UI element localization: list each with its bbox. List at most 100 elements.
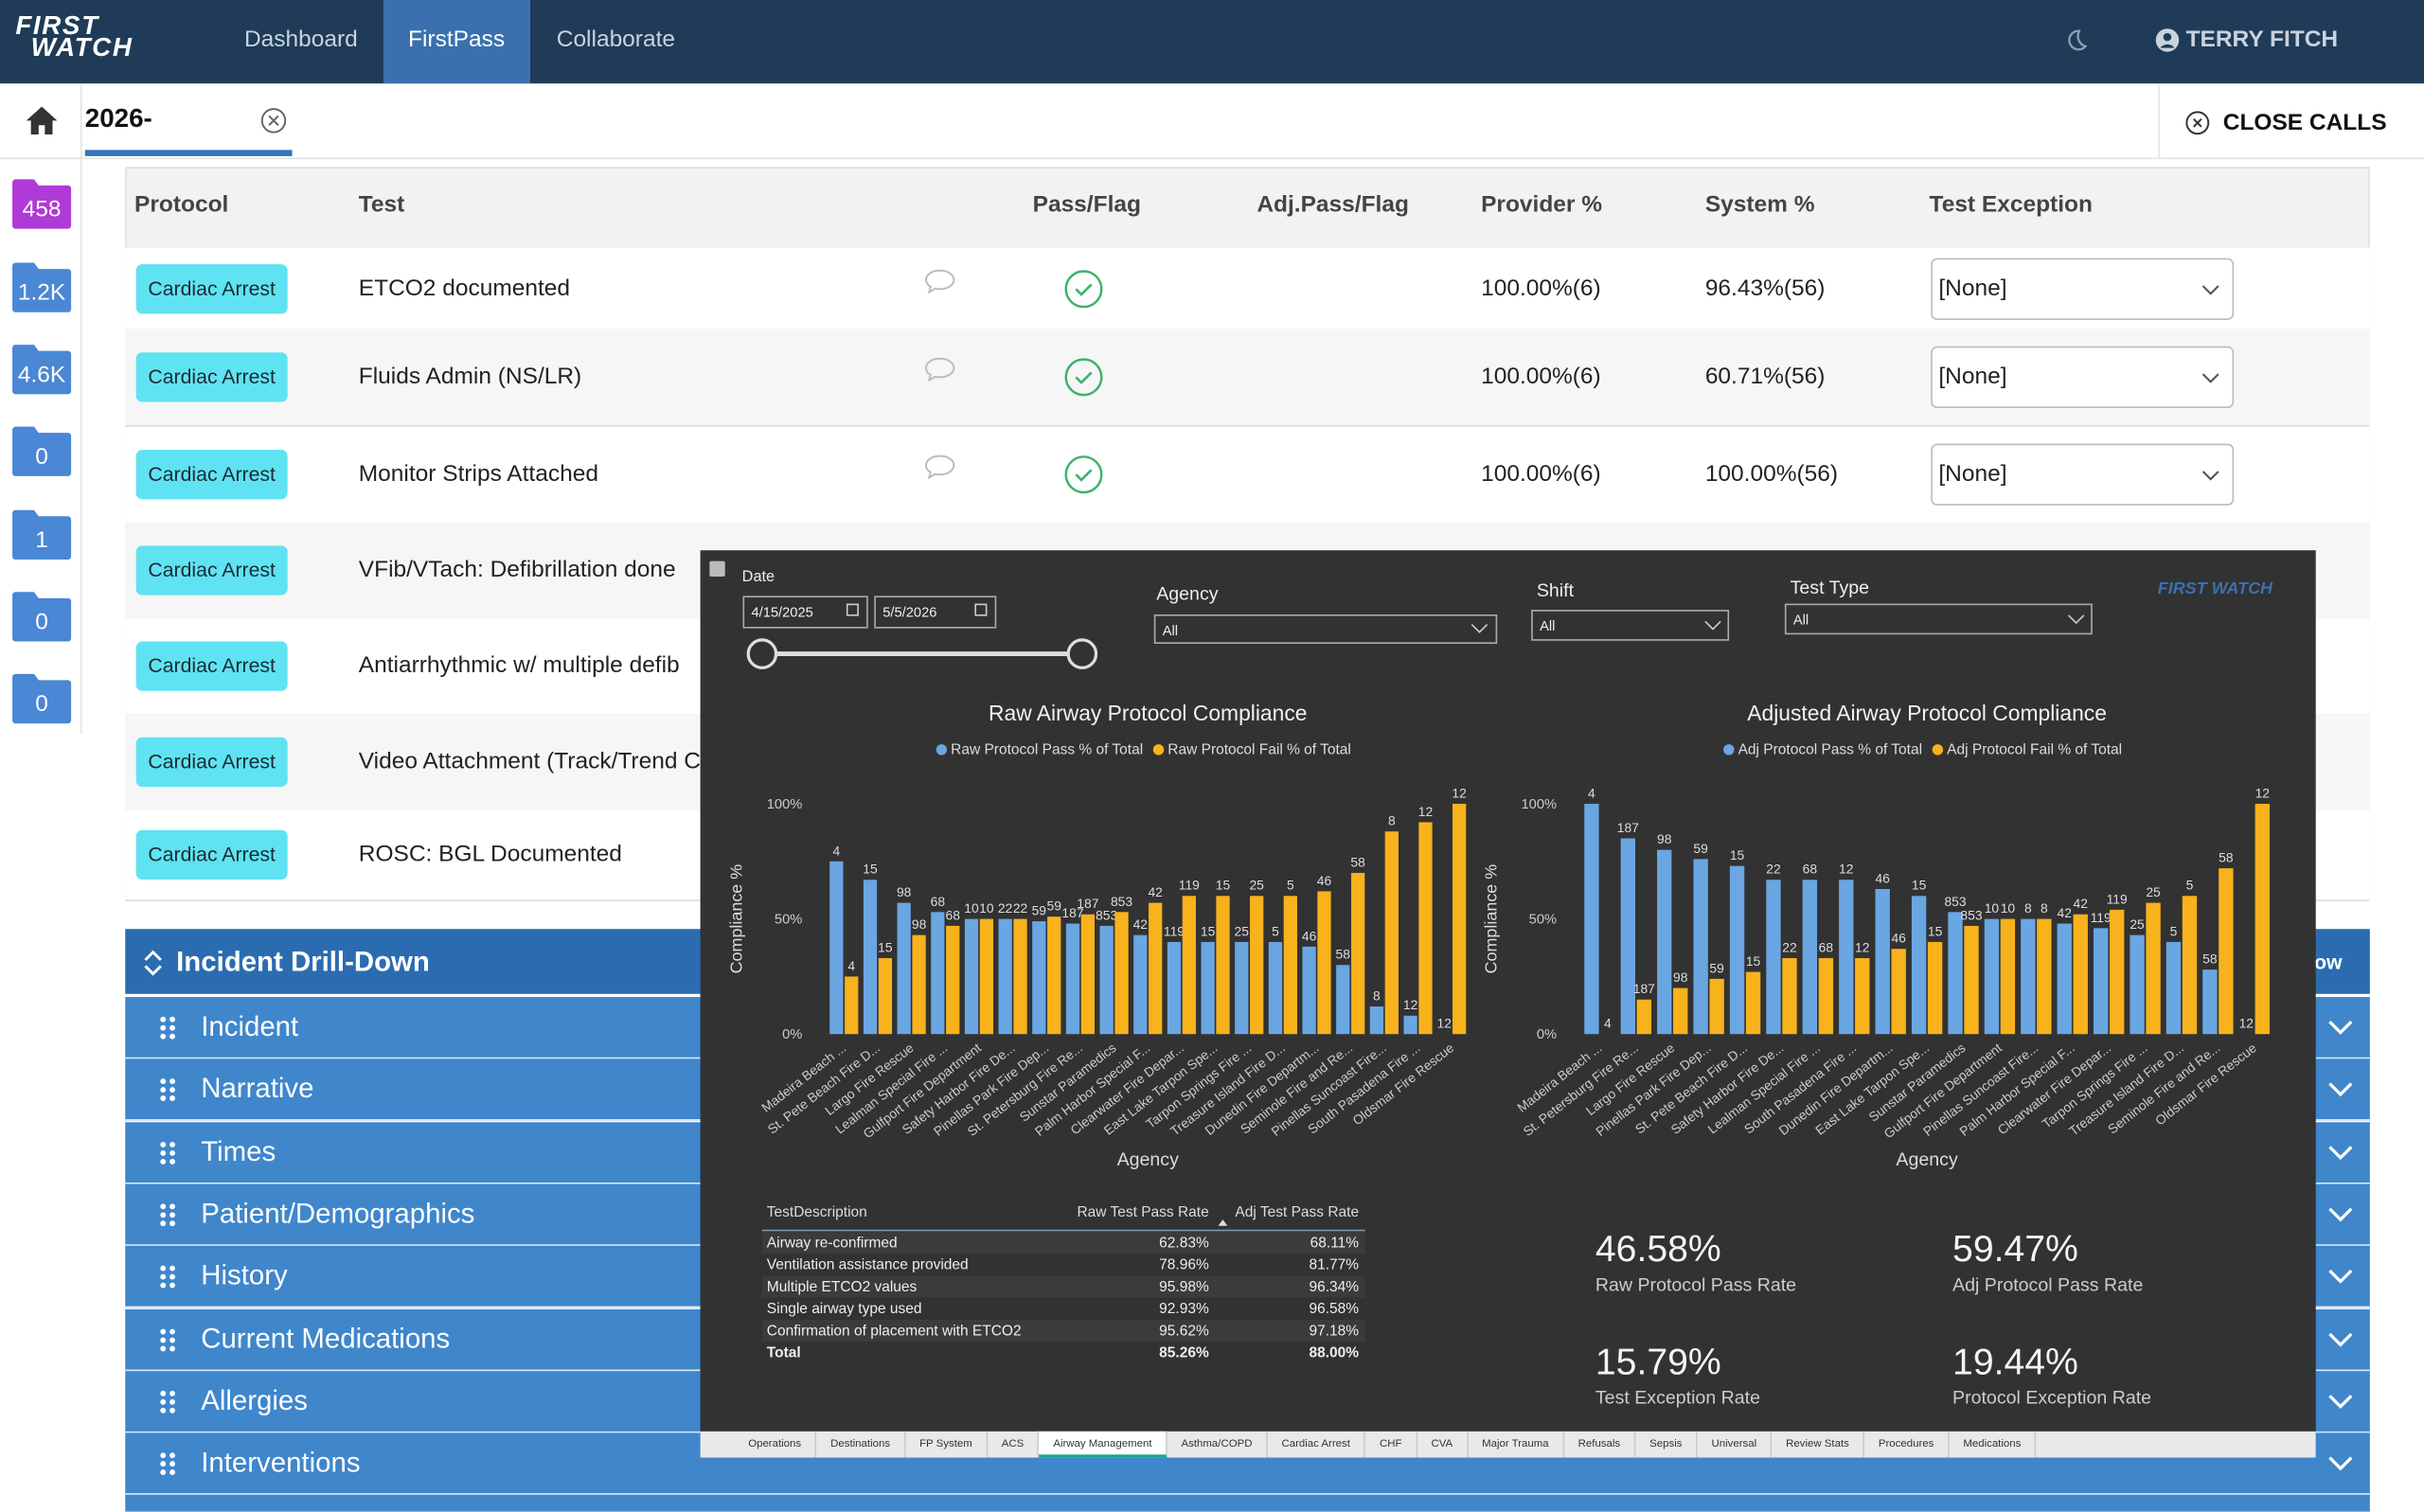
data-label: 5 xyxy=(2186,878,2194,893)
pass-circle xyxy=(1064,455,1103,494)
report-tab[interactable]: CHF xyxy=(1365,1431,1417,1458)
close-icon xyxy=(2185,111,2210,135)
logo[interactable]: FIRST WATCH xyxy=(15,12,133,61)
report-tab[interactable]: Asthma/COPD xyxy=(1167,1431,1268,1458)
bar xyxy=(1636,999,1651,1035)
report-tab[interactable]: FP System xyxy=(905,1431,989,1458)
dot xyxy=(160,1282,167,1289)
sidebar-badge[interactable]: 1.2K xyxy=(10,259,72,315)
home-button[interactable] xyxy=(23,103,60,137)
data-label: 25 xyxy=(1249,878,1264,893)
table-cell: Airway re-confirmed xyxy=(767,1236,898,1252)
section-title: Incident xyxy=(201,1010,299,1042)
column-header: Test Exception xyxy=(1929,191,2093,219)
section-title: Narrative xyxy=(201,1073,314,1105)
dot xyxy=(169,1095,175,1102)
bar xyxy=(845,976,859,1035)
divider xyxy=(2158,83,2160,158)
date-input[interactable] xyxy=(874,596,997,629)
bar xyxy=(1149,902,1163,1035)
slider-handle[interactable] xyxy=(746,638,778,669)
exception-select[interactable]: [None] xyxy=(1931,346,2235,409)
sidebar-badge[interactable]: 0 xyxy=(10,423,72,479)
data-label: 853 xyxy=(1096,907,1117,922)
bar xyxy=(2000,918,2016,1035)
sidebar-badge[interactable]: 458 xyxy=(10,176,72,232)
drag-handle xyxy=(160,1078,175,1102)
badge-count: 1.2K xyxy=(18,280,66,306)
report-tab[interactable]: CVA xyxy=(1417,1431,1469,1458)
search-value[interactable]: 2026- xyxy=(84,103,152,133)
legend: Raw Protocol Pass % of Total Raw Protocol… xyxy=(936,742,1351,758)
dot xyxy=(160,1158,167,1165)
report-tab[interactable]: Universal xyxy=(1698,1431,1773,1458)
comment-icon[interactable] xyxy=(923,356,957,383)
section-title: History xyxy=(201,1259,288,1291)
nav-link[interactable]: Dashboard xyxy=(243,26,358,53)
bar xyxy=(1099,925,1114,1035)
report-tab[interactable]: ACS xyxy=(988,1431,1040,1458)
badge-count: 4.6K xyxy=(18,362,66,387)
shift-select[interactable] xyxy=(1531,610,1730,641)
dot xyxy=(169,1282,175,1289)
chevron-path xyxy=(2328,1207,2353,1222)
close-calls[interactable]: CLOSE CALLS xyxy=(2184,110,2387,136)
sidebar-badge[interactable]: 1 xyxy=(10,507,72,563)
dot xyxy=(169,1212,175,1218)
date-input[interactable] xyxy=(742,596,868,629)
column-header: Pass/Flag xyxy=(1032,191,1141,219)
chevron-path xyxy=(2328,1332,2353,1346)
check xyxy=(1075,282,1093,296)
report-tab[interactable]: Sepsis xyxy=(1635,1431,1698,1458)
report-tab[interactable]: Refusals xyxy=(1564,1431,1636,1458)
bar xyxy=(1693,859,1708,1035)
clear-search[interactable] xyxy=(259,107,287,134)
report-tab[interactable]: Procedures xyxy=(1864,1431,1950,1458)
theme-toggle[interactable] xyxy=(2064,27,2089,52)
data-label: 15 xyxy=(1912,878,1927,893)
comment-icon[interactable] xyxy=(923,453,957,480)
data-label: 5 xyxy=(2170,923,2178,938)
sidebar-badge[interactable]: 0 xyxy=(10,589,72,645)
report-tab[interactable]: Destinations xyxy=(816,1431,906,1458)
bar xyxy=(1235,941,1249,1035)
y-tick-label: 0% xyxy=(782,1027,802,1042)
protocol-pill: Cardiac Arrest xyxy=(135,829,288,880)
sidebar-badge[interactable]: 0 xyxy=(10,671,72,727)
report-logo: FIRST WATCH xyxy=(2158,578,2273,597)
system-pct: 96.43%(56) xyxy=(1704,274,1826,301)
bar xyxy=(1369,1006,1384,1035)
drilldown-action[interactable]: ow xyxy=(2314,951,2343,974)
protocol-pill: Cardiac Arrest xyxy=(135,352,288,402)
data-label: 58 xyxy=(2202,952,2218,967)
data-label: 4 xyxy=(1604,1016,1612,1031)
data-label: 42 xyxy=(1148,884,1163,899)
sidebar-badge[interactable]: 4.6K xyxy=(10,342,72,398)
data-label: 58 xyxy=(1336,947,1351,962)
table-cell: 81.77% xyxy=(1310,1257,1360,1273)
sort-indicator[interactable] xyxy=(1218,1219,1228,1226)
agency-select[interactable] xyxy=(1153,614,1498,644)
data-label: 10 xyxy=(964,900,979,916)
test-type-select[interactable] xyxy=(1784,603,2093,635)
report-tab[interactable]: Major Trauma xyxy=(1468,1431,1564,1458)
comment-shape xyxy=(924,268,955,294)
y-tick-label: 50% xyxy=(1529,913,1557,928)
chevron-path xyxy=(2328,1021,2353,1035)
report-tab[interactable]: Operations xyxy=(735,1431,817,1458)
report-tab[interactable]: Airway Management xyxy=(1039,1431,1167,1458)
dot xyxy=(169,1265,175,1272)
report-tab[interactable]: Review Stats xyxy=(1772,1431,1865,1458)
comment-icon[interactable] xyxy=(923,267,957,294)
exception-select[interactable]: [None] xyxy=(1931,257,2235,320)
report-tab[interactable]: Medications xyxy=(1950,1431,2037,1458)
slider-handle[interactable] xyxy=(1066,638,1098,669)
table-cell: 62.83% xyxy=(1159,1236,1209,1252)
focus-icon[interactable] xyxy=(709,560,725,577)
nav-link[interactable]: Collaborate xyxy=(556,26,676,53)
exception-select[interactable]: [None] xyxy=(1931,443,2235,506)
y-tick-label: 50% xyxy=(775,913,802,928)
report-tab[interactable]: Cardiac Arrest xyxy=(1268,1431,1366,1458)
nav-link[interactable]: FirstPass xyxy=(383,0,530,84)
user-menu[interactable]: TERRY FITCH xyxy=(2155,27,2338,53)
